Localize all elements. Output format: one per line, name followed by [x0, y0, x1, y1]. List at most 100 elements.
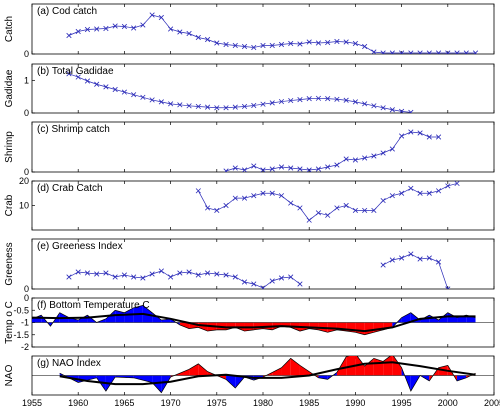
panels-group: 0 Catch (a) Cod catch 0 1 Gadidae (b) Total Ga…	[4, 3, 495, 396]
y-axis-label: Catch	[4, 16, 15, 42]
data-point	[149, 12, 155, 18]
data-point	[362, 101, 368, 107]
data-point	[140, 22, 146, 28]
data-point	[186, 269, 192, 275]
data-point	[158, 268, 164, 274]
data-point	[408, 50, 414, 54]
anomaly-fill	[290, 358, 300, 376]
data-area	[66, 12, 479, 54]
data-point	[306, 167, 312, 172]
panel-title: (g) NAO Index	[37, 358, 101, 369]
data-point	[362, 155, 368, 161]
data-point	[232, 165, 238, 171]
data-point	[435, 50, 442, 54]
data-point	[288, 165, 294, 171]
data-point	[232, 195, 238, 201]
data-point	[315, 166, 322, 172]
data-point	[343, 39, 349, 45]
panel-d: 10 20 Crab (d) Crab Catch	[4, 176, 495, 231]
smoothed-line	[32, 312, 476, 333]
data-point	[334, 38, 340, 45]
data-point	[315, 95, 322, 101]
data-point	[251, 163, 257, 169]
panel-b: 0 1 Gadidae (b) Total Gadidae	[4, 63, 495, 118]
data-point	[297, 97, 303, 103]
x-tick-label: 1965	[114, 398, 134, 408]
data-point	[223, 168, 229, 172]
data-point	[334, 162, 340, 168]
data-point	[223, 272, 229, 278]
data-point	[204, 36, 211, 43]
data-point	[278, 275, 285, 281]
data-point	[325, 39, 331, 46]
data-point	[214, 105, 220, 111]
anomaly-fill	[189, 363, 199, 376]
panel-e: 0 Greeness (e) Greeness Index	[4, 238, 495, 294]
data-point	[158, 14, 164, 21]
data-point	[177, 29, 183, 35]
data-point	[399, 108, 405, 113]
data-point	[168, 26, 174, 32]
data-point	[195, 34, 201, 41]
data-point	[278, 164, 285, 170]
anomaly-fill	[336, 356, 347, 376]
data-point	[195, 103, 201, 110]
data-point	[241, 279, 248, 285]
data-point	[380, 198, 386, 204]
data-point	[149, 271, 155, 277]
smoothed-line	[59, 361, 476, 386]
panel-frame	[31, 63, 495, 114]
data-point	[186, 30, 192, 37]
data-point	[380, 150, 386, 156]
data-point	[343, 156, 349, 162]
data-point	[241, 195, 248, 201]
series-line	[68, 73, 411, 113]
data-point	[408, 109, 414, 113]
data-point	[241, 43, 248, 50]
x-tick-label: 1970	[161, 398, 181, 408]
data-point	[408, 185, 414, 191]
data-point	[103, 270, 109, 276]
anomaly-fill	[115, 310, 125, 323]
data-point	[66, 32, 72, 39]
data-point	[389, 193, 395, 199]
data-point	[334, 96, 340, 102]
data-point	[140, 94, 146, 100]
x-tick-label: 1995	[392, 398, 412, 408]
data-point	[408, 129, 414, 135]
data-point	[223, 202, 229, 209]
data-point	[269, 190, 275, 196]
data-point	[260, 42, 266, 49]
data-point	[288, 274, 294, 280]
data-point	[417, 256, 423, 262]
panel-title: (d) Crab Catch	[37, 183, 103, 194]
data-point	[362, 43, 368, 50]
x-axis: 1955 1960 1965 1970 1975 1980 1985 1990 1995 2000…	[22, 398, 500, 408]
y-tick-label: -1	[21, 318, 29, 328]
y-tick-label: 0	[24, 108, 29, 118]
y-tick-label: 1	[24, 75, 29, 85]
data-area	[195, 181, 460, 223]
data-point	[315, 210, 322, 216]
data-point	[306, 39, 312, 45]
x-tick-label: 2005	[484, 398, 500, 408]
data-point	[297, 166, 303, 172]
data-point	[260, 285, 266, 289]
y-axis-label: NAO	[4, 364, 15, 386]
data-point	[334, 205, 340, 211]
panel-a: 0 Catch (a) Cod catch	[4, 3, 495, 59]
y-tick-label: -0.5	[13, 305, 29, 315]
data-area	[32, 356, 494, 394]
data-point	[214, 40, 220, 46]
series-line	[382, 253, 449, 289]
data-point	[371, 103, 377, 109]
data-point	[325, 164, 331, 170]
data-point	[177, 102, 183, 108]
data-point	[94, 271, 100, 277]
data-point	[241, 167, 248, 172]
data-point	[232, 104, 238, 110]
x-tick-label: 2000	[438, 398, 458, 408]
data-point	[417, 50, 423, 54]
y-tick-label: 10	[19, 201, 29, 211]
data-point	[371, 49, 377, 54]
